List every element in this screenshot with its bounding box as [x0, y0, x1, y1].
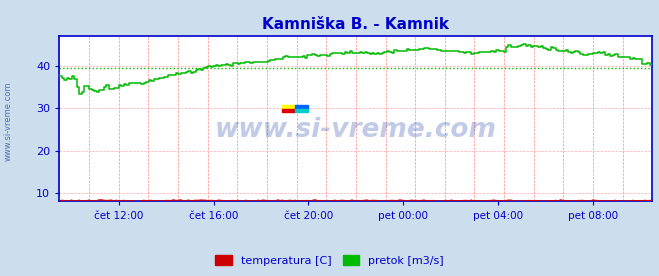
Title: Kamniška B. - Kamnik: Kamniška B. - Kamnik: [262, 17, 449, 32]
Bar: [295, 109, 308, 112]
Bar: [282, 109, 295, 112]
Text: www.si-vreme.com: www.si-vreme.com: [4, 82, 13, 161]
Bar: [295, 105, 308, 109]
Text: www.si-vreme.com: www.si-vreme.com: [215, 117, 497, 143]
Bar: [282, 105, 295, 109]
Legend: temperatura [C], pretok [m3/s]: temperatura [C], pretok [m3/s]: [211, 251, 448, 270]
